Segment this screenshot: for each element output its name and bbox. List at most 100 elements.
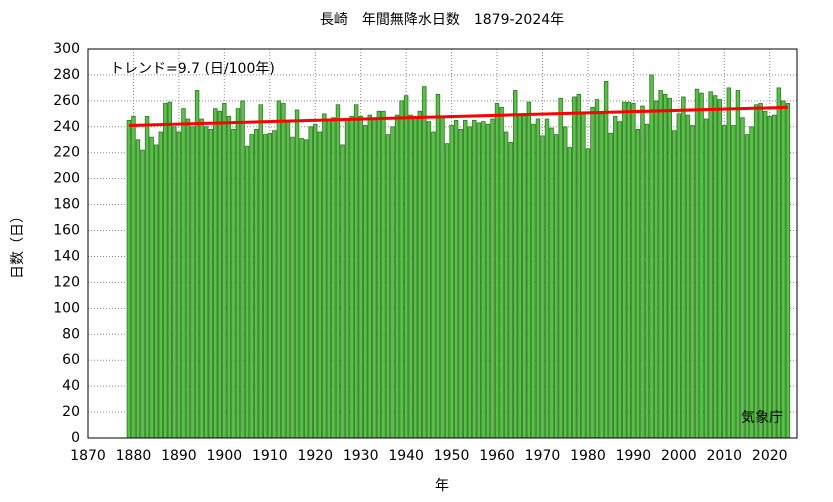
bar <box>453 119 459 439</box>
bar <box>317 131 323 439</box>
bar <box>431 131 436 439</box>
bar <box>749 126 754 439</box>
x-tick-label: 1940 <box>388 448 424 464</box>
annotation: トレンド=9.7 (日/100年) <box>110 61 275 77</box>
x-tick-label: 1990 <box>616 448 652 464</box>
bar <box>567 147 572 439</box>
bar <box>163 103 168 439</box>
bar <box>690 125 695 439</box>
bar <box>649 74 654 439</box>
bar <box>135 139 141 439</box>
bar <box>772 114 777 439</box>
bar <box>631 103 636 439</box>
bar <box>335 104 341 439</box>
bar <box>553 134 559 439</box>
bar <box>308 126 313 439</box>
y-tick-label: 60 <box>62 352 80 368</box>
bar <box>731 125 736 439</box>
bar <box>194 90 200 439</box>
bar <box>644 123 650 439</box>
bar <box>785 103 791 439</box>
bar <box>203 126 209 439</box>
y-axis-label: 日数（日） <box>10 209 26 279</box>
bar <box>413 116 418 439</box>
bar <box>276 100 282 439</box>
bar <box>776 87 782 439</box>
bar <box>344 118 350 439</box>
bar <box>526 101 532 439</box>
bar <box>217 110 223 439</box>
bar <box>622 101 627 439</box>
bar <box>603 81 609 439</box>
bar <box>199 118 204 439</box>
bar <box>290 136 295 439</box>
y-tick-label: 200 <box>53 171 80 187</box>
bar <box>685 114 691 439</box>
bar <box>390 126 395 439</box>
bar <box>190 126 195 439</box>
y-tick-label: 140 <box>53 248 80 264</box>
bar <box>676 113 682 439</box>
y-tick-label: 180 <box>53 197 80 213</box>
bar <box>258 104 263 439</box>
bar <box>572 96 577 439</box>
bar <box>758 103 763 439</box>
bar <box>158 131 163 439</box>
bar <box>172 126 177 439</box>
x-tick-label: 1910 <box>252 448 288 464</box>
bar <box>590 106 595 439</box>
x-tick-label: 1950 <box>434 448 470 464</box>
bar <box>422 86 427 439</box>
y-tick-label: 280 <box>53 67 80 83</box>
y-tick-label: 300 <box>53 41 80 57</box>
bar <box>208 128 213 439</box>
bar <box>476 122 482 439</box>
y-tick-label: 120 <box>53 274 80 290</box>
bar <box>322 113 327 439</box>
bar <box>499 106 504 439</box>
bar <box>399 100 404 439</box>
bar <box>485 123 491 439</box>
x-tick-label: 1930 <box>343 448 379 464</box>
y-tick-label: 20 <box>62 404 80 420</box>
bar <box>726 87 732 439</box>
x-tick-label: 1920 <box>297 448 333 464</box>
bar <box>358 116 363 439</box>
bar <box>735 90 741 439</box>
bar <box>244 145 250 439</box>
bar <box>667 97 672 439</box>
y-tick-label: 160 <box>53 223 80 239</box>
bar <box>612 116 618 439</box>
bar <box>594 99 600 439</box>
bar <box>617 121 622 439</box>
bar <box>222 103 227 439</box>
bar <box>349 116 354 439</box>
bar <box>463 119 468 439</box>
bar <box>213 108 218 439</box>
bar <box>635 128 641 439</box>
bar <box>544 118 550 439</box>
bar <box>167 101 173 439</box>
bar <box>517 114 522 439</box>
bar <box>444 143 450 439</box>
bar <box>185 118 191 439</box>
y-tick-label: 0 <box>71 430 80 446</box>
y-tick-label: 240 <box>53 119 80 135</box>
bar <box>712 95 718 439</box>
bar <box>672 130 677 439</box>
y-tick-label: 100 <box>53 300 80 316</box>
bar <box>562 126 568 439</box>
bar <box>363 125 368 439</box>
bar <box>585 148 591 439</box>
x-tick-label: 2000 <box>661 448 697 464</box>
bar <box>762 110 768 439</box>
bar <box>272 130 277 439</box>
bar <box>149 136 154 439</box>
bar <box>267 132 273 439</box>
bar <box>717 99 722 439</box>
bar <box>708 91 713 439</box>
bar <box>472 119 477 439</box>
x-tick-label: 1900 <box>207 448 243 464</box>
bar <box>508 141 513 439</box>
plot-frame <box>87 48 798 439</box>
